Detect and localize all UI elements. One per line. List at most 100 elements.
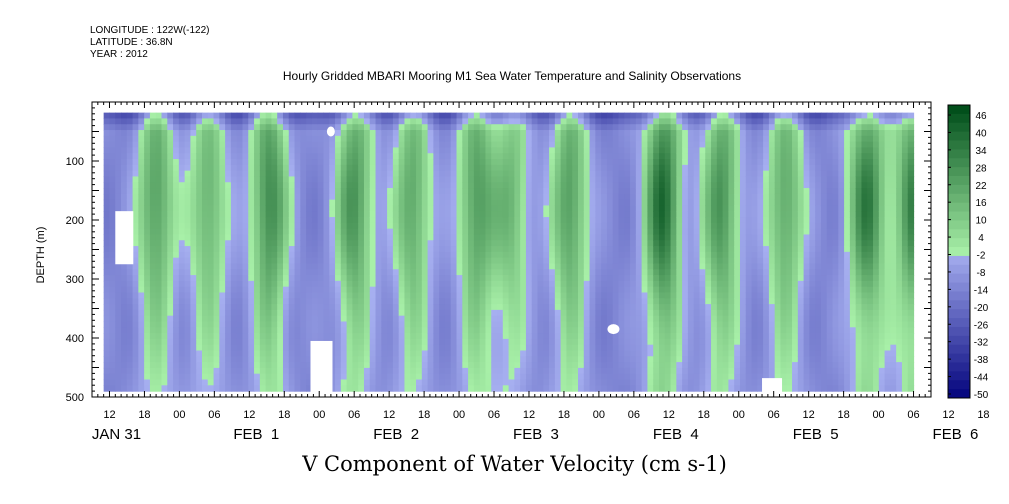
heatmap-cell [398, 135, 406, 143]
heatmap-cell [682, 379, 689, 386]
heatmap-cell [653, 124, 660, 131]
heatmap-cell [554, 257, 562, 265]
heatmap-cell [583, 159, 591, 166]
heatmap-cell [340, 112, 348, 120]
heatmap-cell [132, 379, 139, 386]
heatmap-cell [687, 217, 695, 224]
heatmap-cell [520, 373, 527, 381]
heatmap-cell [392, 124, 400, 131]
heatmap-cell [450, 176, 458, 183]
heatmap-cell [433, 269, 440, 276]
heatmap-cell [583, 379, 591, 386]
heatmap-cell [184, 344, 192, 352]
heatmap-cell [115, 367, 122, 375]
heatmap-cell [578, 338, 585, 346]
heatmap-cell [560, 217, 568, 224]
heatmap-cell [167, 286, 174, 294]
heatmap-cell [161, 211, 168, 218]
heatmap-cell [213, 159, 220, 166]
heatmap-cell [311, 217, 319, 224]
heatmap-cell [410, 385, 417, 392]
heatmap-cell [207, 251, 215, 259]
heatmap-cell [121, 356, 128, 363]
heatmap-cell [450, 304, 458, 311]
heatmap-cell [190, 141, 197, 149]
heatmap-cell [225, 130, 232, 137]
heatmap-cell [271, 309, 278, 317]
heatmap-cell [502, 304, 510, 311]
heatmap-cell [138, 205, 145, 212]
heatmap-cell [306, 275, 313, 282]
heatmap-cell [323, 176, 330, 183]
heatmap-cell [358, 275, 365, 282]
heatmap-cell [473, 275, 481, 282]
heatmap-cell [693, 234, 701, 241]
heatmap-cell [282, 228, 290, 236]
heatmap-cell [248, 153, 255, 160]
heatmap-cell [537, 176, 544, 183]
heatmap-cell [687, 153, 695, 160]
heatmap-cell [306, 321, 313, 328]
heatmap-cell [444, 135, 452, 143]
heatmap-cell [271, 205, 278, 212]
heatmap-cell [300, 188, 307, 195]
heatmap-cell [520, 112, 527, 120]
heatmap-cell [687, 147, 695, 154]
heatmap-cell [254, 199, 261, 207]
heatmap-cell [340, 373, 348, 381]
heatmap-cell [444, 298, 452, 305]
heatmap-cell [103, 315, 111, 323]
heatmap-cell [583, 350, 591, 357]
heatmap-cell [416, 344, 423, 352]
heatmap-cell [537, 135, 544, 143]
heatmap-cell [369, 193, 377, 201]
heatmap-cell [687, 315, 695, 323]
heatmap-cell [537, 350, 544, 357]
heatmap-cell [294, 228, 301, 236]
heatmap-cell [531, 344, 539, 352]
heatmap-cell [404, 246, 411, 253]
heatmap-cell [439, 309, 446, 317]
heatmap-cell [421, 362, 429, 369]
heatmap-cell [115, 327, 122, 334]
heatmap-cell [439, 350, 446, 357]
heatmap-cell [242, 321, 249, 328]
heatmap-cell [450, 350, 458, 357]
heatmap-cell [282, 112, 290, 120]
heatmap-cell [514, 182, 521, 189]
heatmap-cell [398, 228, 406, 236]
heatmap-cell [641, 217, 649, 224]
heatmap-cell [300, 344, 307, 352]
heatmap-cell [404, 292, 411, 299]
heatmap-cell [121, 164, 128, 172]
heatmap-cell [682, 373, 689, 381]
heatmap-cell [242, 199, 249, 207]
heatmap-cell [190, 304, 197, 311]
heatmap-cell [647, 269, 654, 276]
heatmap-cell [155, 153, 163, 160]
heatmap-cell [670, 118, 677, 125]
heatmap-cell [149, 135, 157, 143]
heatmap-cell [236, 298, 244, 305]
heatmap-cell [398, 280, 406, 288]
heatmap-cell [398, 170, 406, 178]
heatmap-cell [259, 362, 267, 369]
heatmap-cell [566, 205, 573, 212]
heatmap-cell [230, 118, 238, 125]
heatmap-cell [323, 199, 330, 207]
heatmap-cell [543, 286, 550, 294]
heatmap-cell [554, 159, 562, 166]
heatmap-cell [149, 315, 157, 323]
heatmap-cell [369, 164, 377, 172]
heatmap-cell [531, 246, 539, 253]
heatmap-cell [190, 298, 197, 305]
heatmap-cell [630, 356, 637, 363]
heatmap-cell [404, 362, 411, 369]
heatmap-cell [560, 280, 568, 288]
heatmap-cell [537, 373, 544, 381]
heatmap-cell [653, 240, 660, 247]
heatmap-cell [427, 234, 434, 241]
heatmap-cell [468, 356, 475, 363]
heatmap-cell [201, 327, 209, 334]
heatmap-cell [468, 333, 475, 340]
